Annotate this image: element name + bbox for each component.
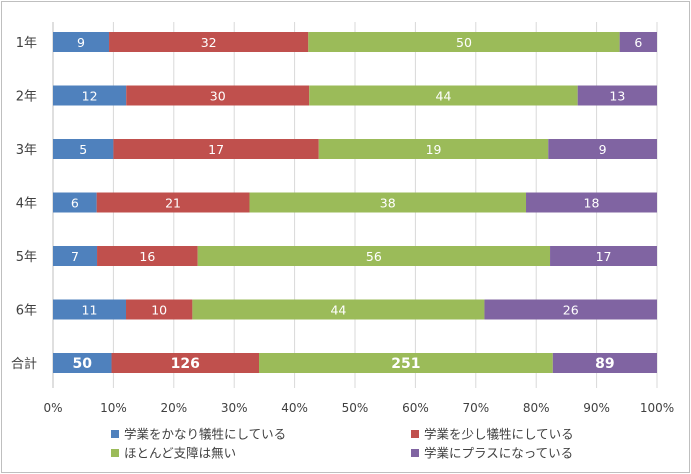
data-label: 32: [201, 35, 217, 50]
legend-swatch: [411, 449, 419, 457]
legend-label: ほとんど支障は無い: [124, 446, 236, 461]
bar-segment: [126, 299, 193, 320]
category-label: 3年: [16, 143, 37, 158]
category-label: 6年: [16, 304, 37, 319]
bar-segment: [484, 299, 657, 320]
data-label: 11: [82, 303, 98, 318]
bar-segment: [53, 192, 97, 213]
bar-segment: [53, 353, 112, 373]
data-label: 5: [79, 142, 87, 157]
legend-label: 学業を少し犠牲にしている: [424, 427, 574, 442]
bar-segment: [550, 246, 657, 266]
data-label: 13: [609, 89, 625, 104]
bar-segment: [526, 192, 657, 213]
data-label: 44: [330, 303, 346, 318]
data-label: 7: [71, 249, 79, 264]
data-label: 17: [208, 142, 224, 157]
data-label: 9: [599, 142, 607, 157]
data-label: 9: [77, 35, 85, 50]
category-label: 4年: [16, 197, 37, 212]
data-label: 30: [210, 89, 226, 104]
x-tick-labels: 0% 10% 20% 30% 40% 50% 60% 70% 80% 90% 100%: [43, 401, 674, 415]
bar-segment: [308, 32, 620, 52]
legend-label: 学業をかなり犠牲にしている: [124, 427, 286, 442]
category-label: 2年: [16, 90, 37, 105]
bar-segment: [249, 192, 527, 213]
legend-label: 学業にプラスになっている: [424, 446, 573, 461]
category-label: 1年: [16, 36, 37, 51]
data-label: 56: [366, 249, 382, 264]
x-tick-label: 20%: [160, 401, 187, 415]
data-label: 89: [595, 356, 614, 372]
data-label: 21: [165, 196, 181, 211]
data-label: 38: [380, 196, 396, 211]
bar-segment: [548, 139, 657, 159]
legend-swatch: [411, 430, 419, 438]
x-tick-label: 40%: [281, 401, 308, 415]
x-tick-label: 50%: [342, 401, 369, 415]
bar-segment: [53, 299, 127, 320]
data-label: 6: [71, 196, 79, 211]
bar-segment: [113, 139, 319, 159]
category-label: 合計: [11, 356, 37, 372]
x-tick-label: 80%: [523, 401, 550, 415]
data-label: 126: [171, 356, 200, 372]
x-tick-label: 30%: [221, 401, 248, 415]
bar-segment: [552, 353, 657, 373]
x-tick-label: 0%: [43, 401, 62, 415]
bar-segment: [309, 85, 578, 106]
category-label: 5年: [16, 250, 37, 265]
bar-segment: [318, 139, 549, 159]
legend-swatch: [111, 449, 119, 457]
data-label: 12: [82, 89, 98, 104]
data-label: 10: [151, 303, 167, 318]
data-label: 16: [139, 249, 155, 264]
data-label: 19: [426, 142, 442, 157]
x-tick-label: 90%: [583, 401, 610, 415]
bar-segment: [53, 139, 114, 159]
bar-segment: [111, 353, 260, 373]
bar-segment: [109, 32, 309, 52]
bar-segment: [192, 299, 485, 320]
legend-swatch: [111, 430, 119, 438]
bar-segment: [577, 85, 657, 106]
data-label: 18: [584, 196, 600, 211]
bar-segment: [619, 32, 657, 52]
data-label: 26: [563, 303, 579, 318]
bar-segment: [53, 32, 110, 52]
data-label: 50: [73, 356, 93, 372]
bar-segment: [97, 246, 198, 266]
data-label: 50: [456, 35, 472, 50]
x-tick-label: 100%: [640, 401, 674, 415]
data-label: 251: [391, 356, 420, 372]
bar-segment: [53, 246, 98, 266]
bar-segment: [259, 353, 553, 373]
bar-segment: [126, 85, 310, 106]
bar-segment: [53, 85, 127, 106]
bars: 9 32 50 6 12 30 44 13 5 17 19 9 6 21 38 18 7 16 56 17 11 10 44…: [53, 32, 657, 373]
data-label: 17: [596, 249, 612, 264]
x-tick-label: 10%: [100, 401, 127, 415]
x-tick-label: 60%: [402, 401, 429, 415]
bar-segment: [96, 192, 250, 213]
bar-segment: [197, 246, 551, 266]
data-label: 6: [634, 35, 642, 50]
x-tick-label: 70%: [462, 401, 489, 415]
data-label: 44: [436, 89, 452, 104]
